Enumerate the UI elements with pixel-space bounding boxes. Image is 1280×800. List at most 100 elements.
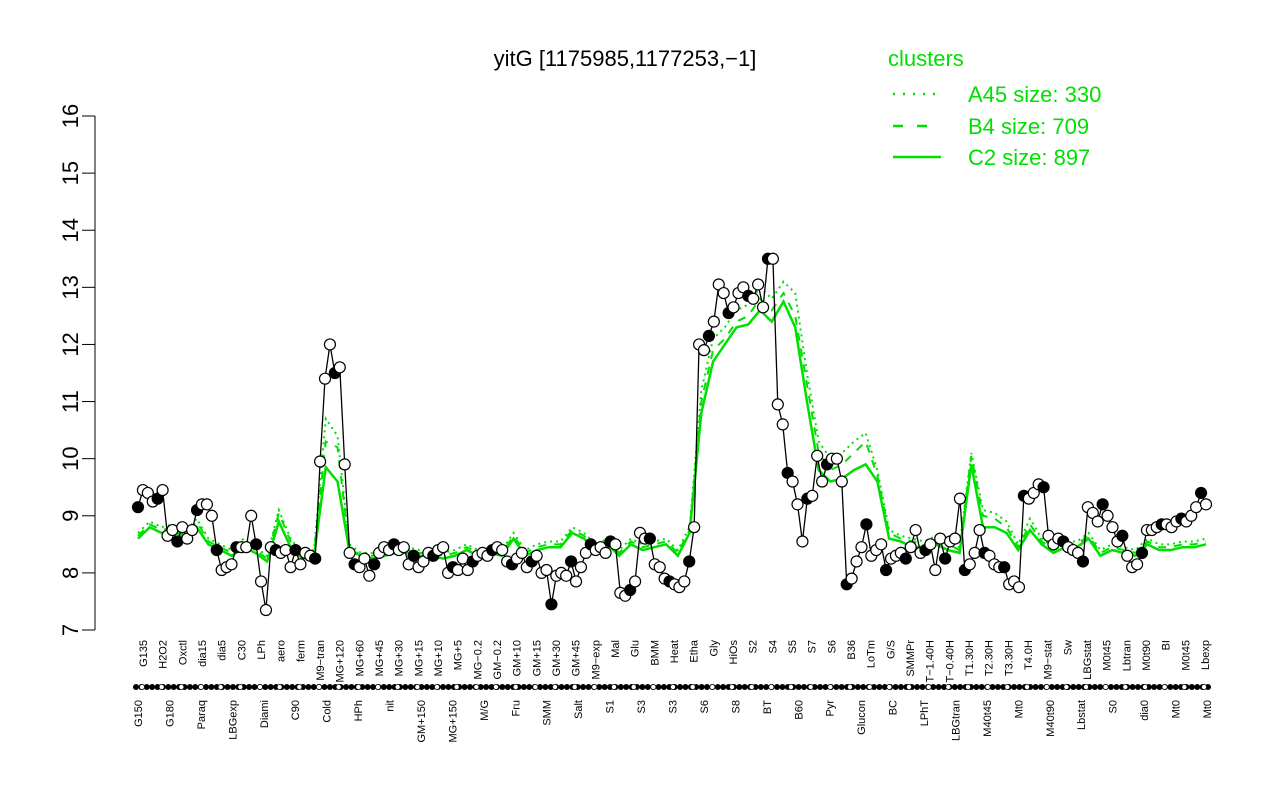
x-marker-filled: [364, 684, 371, 690]
x-marker-filled: [267, 684, 274, 690]
x-tick-label: GM+15: [531, 640, 543, 676]
y-axis: 7 8 9 10 11 12 13 14 15 16: [58, 104, 95, 636]
x-marker-filled: [639, 684, 646, 690]
x-marker-filled: [402, 684, 409, 690]
x-marker-open: [453, 684, 460, 691]
x-marker-filled: [741, 684, 748, 690]
x-tick-label: LBGstat: [1082, 640, 1094, 680]
data-point: [569, 575, 583, 588]
x-marker-open: [355, 684, 362, 691]
x-marker-filled: [1054, 684, 1061, 690]
data-point: [540, 563, 553, 577]
data-point: [756, 301, 770, 314]
x-marker-filled: [736, 684, 743, 690]
y-tick-label: 9: [58, 510, 83, 522]
x-marker-filled: [585, 684, 592, 690]
x-marker-filled: [488, 684, 495, 690]
data-point: [830, 452, 843, 465]
x-tick-label: T1.30H: [964, 640, 976, 676]
y-tick-label: 14: [58, 218, 83, 242]
x-marker-filled: [822, 684, 829, 690]
x-tick-label: M9−tran: [315, 640, 327, 681]
x-tick-label: aero: [276, 640, 288, 662]
x-tick-label: T4.0H: [1023, 640, 1035, 670]
x-tick-label: MG−0.2: [472, 640, 484, 679]
x-axis: G135 H2O2 Oxctl dia15 dia5 C30 LPh aero ferm M9−t…: [133, 639, 1214, 743]
data-point: [855, 541, 868, 554]
x-marker-open: [1083, 684, 1090, 691]
x-tick-label: T2.30H: [984, 640, 996, 676]
x-tick-label: S8: [730, 700, 742, 713]
x-marker-filled: [133, 684, 139, 690]
x-marker-open: [670, 684, 677, 691]
x-tick-label: Paraq: [196, 700, 208, 729]
x-marker-filled: [1070, 684, 1077, 690]
x-marker-open: [394, 684, 401, 691]
x-marker-open: [906, 684, 913, 691]
x-marker-open: [138, 684, 145, 691]
x-marker-filled: [1134, 684, 1141, 690]
data-point: [407, 549, 420, 562]
data-point: [929, 563, 942, 577]
x-tick-label: B60: [793, 700, 805, 720]
data-point: [1130, 558, 1144, 571]
data-point: [338, 458, 351, 471]
x-tick-label: C30: [236, 640, 248, 660]
x-marker-open: [256, 684, 263, 691]
x-tick-label: GM+10: [512, 640, 524, 676]
data-point: [210, 543, 223, 557]
x-marker-filled: [1032, 684, 1039, 690]
x-marker-filled: [477, 684, 484, 690]
data-point: [707, 315, 720, 328]
x-marker-filled: [941, 684, 948, 690]
x-tick-label: Lbstat: [1076, 700, 1088, 730]
x-marker-filled: [537, 684, 544, 690]
data-point: [628, 575, 642, 588]
x-marker-filled: [644, 684, 651, 690]
x-tick-label: M40t45: [982, 700, 994, 737]
x-marker-filled: [165, 684, 172, 690]
x-marker-filled: [871, 684, 878, 690]
x-tick-label: Lbtran: [1121, 640, 1133, 671]
data-point: [688, 521, 701, 534]
data-point: [973, 523, 986, 537]
x-tick-label: S3: [636, 700, 648, 713]
x-marker-open: [335, 684, 342, 691]
x-marker-open: [1024, 684, 1031, 691]
x-tick-label: MG+60: [354, 640, 366, 676]
data-point: [924, 538, 937, 551]
x-marker-open: [414, 684, 421, 691]
x-tick-label: Heat: [669, 640, 681, 663]
data-point: [771, 398, 784, 411]
x-tick-label: HiOs: [728, 640, 740, 665]
x-marker-filled: [520, 684, 527, 690]
data-point: [368, 558, 381, 571]
x-tick-label: Glu: [630, 640, 642, 657]
x-marker-filled: [380, 684, 387, 690]
x-tick-label: Gly: [708, 640, 720, 657]
x-marker-open: [1043, 684, 1050, 691]
x-tick-label: MG+10: [433, 640, 445, 676]
x-tick-label: S2: [748, 640, 760, 653]
x-marker-filled: [1172, 684, 1179, 690]
y-tick-label: 12: [58, 332, 83, 356]
data-point: [156, 483, 169, 497]
x-marker-filled: [192, 684, 199, 690]
data-point: [225, 558, 238, 571]
x-marker-filled: [596, 684, 603, 690]
x-tick-label: LPh: [256, 640, 268, 660]
data-point: [574, 561, 588, 574]
data-point: [796, 535, 809, 548]
y-tick-label: 13: [58, 275, 83, 299]
data-point: [850, 555, 863, 568]
x-tick-label: M9−stat: [1043, 640, 1055, 679]
x-marker-filled: [876, 684, 883, 690]
x-marker-filled: [677, 684, 684, 690]
data-point: [560, 569, 573, 582]
x-marker-filled: [914, 684, 921, 690]
x-marker-filled: [1091, 684, 1098, 690]
cluster-lines: [137, 280, 1207, 564]
data-point: [1121, 549, 1134, 562]
data-point: [530, 549, 543, 562]
x-tick-label: nit: [385, 700, 397, 712]
